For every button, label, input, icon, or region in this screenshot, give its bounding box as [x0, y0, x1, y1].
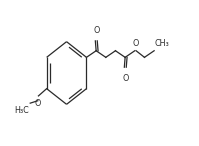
Text: O: O [35, 99, 41, 108]
Text: CH₃: CH₃ [155, 39, 170, 48]
Text: O: O [122, 74, 129, 83]
Text: O: O [93, 26, 100, 35]
Text: O: O [132, 39, 139, 48]
Text: H₃C: H₃C [15, 106, 29, 115]
